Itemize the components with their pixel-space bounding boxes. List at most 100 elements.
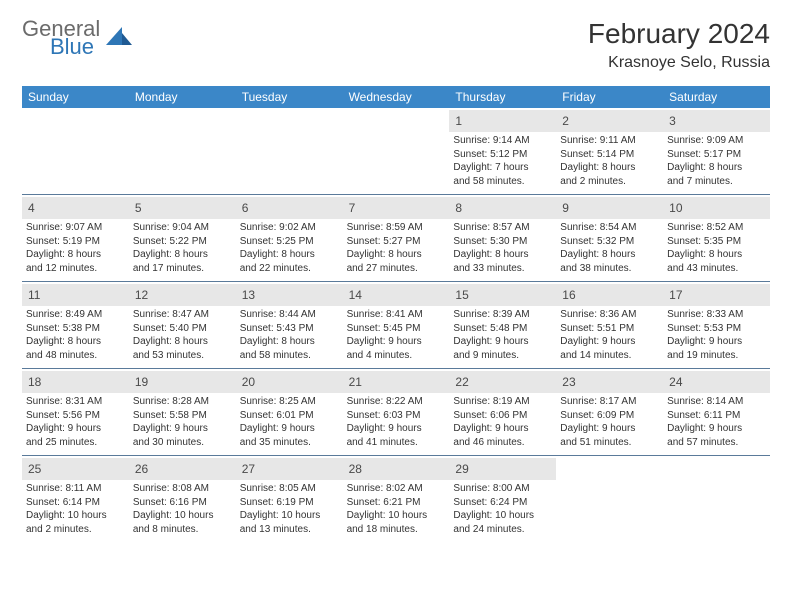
day-number: 17	[669, 288, 682, 302]
day-info-line: Sunset: 5:48 PM	[453, 322, 552, 336]
day-info: Sunrise: 8:36 AMSunset: 5:51 PMDaylight:…	[560, 308, 659, 362]
day-info-line: Sunrise: 9:14 AM	[453, 134, 552, 148]
day-info: Sunrise: 8:44 AMSunset: 5:43 PMDaylight:…	[240, 308, 339, 362]
day-number: 7	[349, 201, 356, 215]
day-info-line: Sunset: 5:22 PM	[133, 235, 232, 249]
day-info-line: and 9 minutes.	[453, 349, 552, 363]
day-info-line: Sunset: 6:14 PM	[26, 496, 125, 510]
day-number: 14	[349, 288, 362, 302]
day-info-line: Daylight: 8 hours	[453, 248, 552, 262]
week-row: 25Sunrise: 8:11 AMSunset: 6:14 PMDayligh…	[22, 455, 770, 542]
day-number: 12	[135, 288, 148, 302]
day-info-line: Sunset: 5:32 PM	[560, 235, 659, 249]
day-info-line: Sunrise: 8:39 AM	[453, 308, 552, 322]
day-number: 10	[669, 201, 682, 215]
day-cell: 24 Sunrise: 8:14 AMSunset: 6:11 PMDayligh…	[663, 369, 770, 455]
day-info-line: and 19 minutes.	[667, 349, 766, 363]
day-info-line: and 17 minutes.	[133, 262, 232, 276]
day-info-line: and 4 minutes.	[347, 349, 446, 363]
day-info-line: Daylight: 8 hours	[26, 248, 125, 262]
day-info: Sunrise: 8:05 AMSunset: 6:19 PMDaylight:…	[240, 482, 339, 536]
day-info-line: Daylight: 8 hours	[560, 248, 659, 262]
day-info: Sunrise: 9:02 AMSunset: 5:25 PMDaylight:…	[240, 221, 339, 275]
day-info-line: Sunset: 6:03 PM	[347, 409, 446, 423]
day-info-line: Sunset: 6:09 PM	[560, 409, 659, 423]
day-info-line: Sunrise: 8:22 AM	[347, 395, 446, 409]
day-info-line: Daylight: 9 hours	[453, 422, 552, 436]
day-number-bar: 27	[236, 458, 343, 480]
day-info-line: Sunrise: 8:36 AM	[560, 308, 659, 322]
day-info-line: Sunset: 6:01 PM	[240, 409, 339, 423]
day-info-line: Daylight: 9 hours	[667, 335, 766, 349]
day-cell: 20Sunrise: 8:25 AMSunset: 6:01 PMDayligh…	[236, 369, 343, 455]
day-info: Sunrise: 8:54 AMSunset: 5:32 PMDaylight:…	[560, 221, 659, 275]
day-info-line: and 51 minutes.	[560, 436, 659, 450]
day-cell: 8Sunrise: 8:57 AMSunset: 5:30 PMDaylight…	[449, 195, 556, 281]
day-number-bar: 22	[449, 371, 556, 393]
day-number: 29	[455, 462, 468, 476]
logo: General Blue	[22, 18, 132, 58]
day-info-line: and 57 minutes.	[667, 436, 766, 450]
day-number-bar: 6	[236, 197, 343, 219]
day-cell: 3Sunrise: 9:09 AMSunset: 5:17 PMDaylight…	[663, 108, 770, 194]
day-info-line: and 48 minutes.	[26, 349, 125, 363]
day-info-line: Sunrise: 8:59 AM	[347, 221, 446, 235]
day-info-line: Sunset: 5:35 PM	[667, 235, 766, 249]
day-number-bar: 29	[449, 458, 556, 480]
day-info-line: and 58 minutes.	[240, 349, 339, 363]
day-info: Sunrise: 8:00 AMSunset: 6:24 PMDaylight:…	[453, 482, 552, 536]
day-number: 5	[135, 201, 142, 215]
day-info-line: Sunset: 5:19 PM	[26, 235, 125, 249]
day-info-line: and 18 minutes.	[347, 523, 446, 537]
day-number: 24	[669, 375, 682, 389]
day-cell: 26Sunrise: 8:08 AMSunset: 6:16 PMDayligh…	[129, 456, 236, 542]
weekday-label: Saturday	[663, 86, 770, 108]
day-number-bar: 3	[663, 110, 770, 132]
day-info-line: Sunrise: 8:41 AM	[347, 308, 446, 322]
day-info-line: Sunrise: 9:02 AM	[240, 221, 339, 235]
day-number-bar: 1	[449, 110, 556, 132]
day-number-bar: 16	[556, 284, 663, 306]
day-info-line: Daylight: 8 hours	[667, 161, 766, 175]
month-title: February 2024	[588, 18, 770, 50]
day-info-line: Sunset: 5:53 PM	[667, 322, 766, 336]
day-info: Sunrise: 9:04 AMSunset: 5:22 PMDaylight:…	[133, 221, 232, 275]
day-cell: 28Sunrise: 8:02 AMSunset: 6:21 PMDayligh…	[343, 456, 450, 542]
day-number: 13	[242, 288, 255, 302]
day-info: Sunrise: 8:41 AMSunset: 5:45 PMDaylight:…	[347, 308, 446, 362]
day-info-line: Sunrise: 8:00 AM	[453, 482, 552, 496]
day-info-line: Daylight: 9 hours	[26, 422, 125, 436]
day-cell: 17Sunrise: 8:33 AMSunset: 5:53 PMDayligh…	[663, 282, 770, 368]
day-info-line: Sunset: 6:06 PM	[453, 409, 552, 423]
day-info-line: Sunset: 5:51 PM	[560, 322, 659, 336]
location: Krasnoye Selo, Russia	[588, 54, 770, 72]
day-info: Sunrise: 8:14 AMSunset: 6:11 PMDaylight:…	[667, 395, 766, 449]
day-number-bar: 12	[129, 284, 236, 306]
day-number: 27	[242, 462, 255, 476]
day-info-line: Sunset: 6:11 PM	[667, 409, 766, 423]
empty-cell	[663, 456, 770, 542]
day-cell: 12Sunrise: 8:47 AMSunset: 5:40 PMDayligh…	[129, 282, 236, 368]
day-number: 20	[242, 375, 255, 389]
day-number: 22	[455, 375, 468, 389]
day-info-line: Sunrise: 8:52 AM	[667, 221, 766, 235]
day-cell: 4Sunrise: 9:07 AMSunset: 5:19 PMDaylight…	[22, 195, 129, 281]
day-number-bar: 5	[129, 197, 236, 219]
day-info: Sunrise: 9:07 AMSunset: 5:19 PMDaylight:…	[26, 221, 125, 275]
day-cell: 27 Sunrise: 8:05 AMSunset: 6:19 PMDayligh…	[236, 456, 343, 542]
day-info: Sunrise: 9:09 AMSunset: 5:17 PMDaylight:…	[667, 134, 766, 188]
day-cell: 11Sunrise: 8:49 AMSunset: 5:38 PMDayligh…	[22, 282, 129, 368]
day-info-line: Daylight: 10 hours	[347, 509, 446, 523]
day-cell: 14 Sunrise: 8:41 AMSunset: 5:45 PMDayligh…	[343, 282, 450, 368]
day-info-line: Sunrise: 9:09 AM	[667, 134, 766, 148]
day-number: 21	[349, 375, 362, 389]
day-info-line: and 41 minutes.	[347, 436, 446, 450]
weekday-label: Friday	[556, 86, 663, 108]
day-number-bar: 11	[22, 284, 129, 306]
day-info-line: Daylight: 9 hours	[133, 422, 232, 436]
day-info-line: and 14 minutes.	[560, 349, 659, 363]
day-number: 25	[28, 462, 41, 476]
day-info-line: and 12 minutes.	[26, 262, 125, 276]
day-info-line: Daylight: 8 hours	[240, 248, 339, 262]
day-info: Sunrise: 8:19 AMSunset: 6:06 PMDaylight:…	[453, 395, 552, 449]
